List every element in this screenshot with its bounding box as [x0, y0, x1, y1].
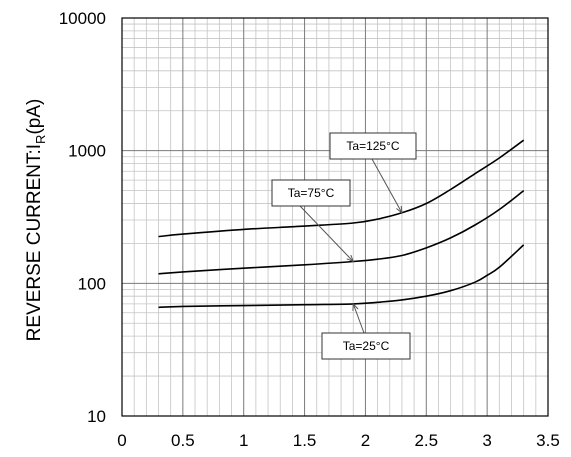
annotation-label: Ta=75°C: [288, 186, 335, 200]
annotation-label: Ta=125°C: [346, 139, 400, 153]
x-tick-label: 0: [117, 431, 126, 450]
y-tick-label: 10000: [59, 9, 106, 28]
annotation-callout: Ta=125°C: [329, 132, 417, 214]
series-line-1: [158, 139, 525, 238]
x-tick-label: 0.5: [171, 431, 195, 450]
y-axis-label-subscript: R: [33, 135, 48, 144]
y-axis-label-main: REVERSE CURRENT:I: [24, 144, 45, 341]
annotation-arrowhead: [346, 254, 355, 263]
annotation-leader-line: [371, 158, 403, 214]
annotation-arrowhead: [352, 302, 359, 311]
x-tick-labels: 0 0.5 1 1.5 2 2.5 3 3.5: [117, 431, 560, 450]
x-tick-label: 2: [361, 431, 370, 450]
x-tick-label: 3: [482, 431, 491, 450]
x-tick-label: 1.5: [293, 431, 317, 450]
annotation-callout: Ta=75°C: [271, 179, 355, 263]
annotation-leader-line: [299, 205, 354, 262]
annotation-label: Ta=25°C: [343, 339, 390, 353]
y-axis-label: REVERSE CURRENT:IR(pA): [24, 99, 48, 342]
annotation-layer: Ta=125°C Ta=75°C Ta=25°C: [271, 132, 417, 360]
series-line-3: [158, 244, 525, 309]
annotation-box: [329, 132, 417, 160]
series-line-2: [158, 189, 525, 275]
y-tick-label: 10: [87, 407, 106, 426]
plot-frame: [121, 17, 549, 417]
annotation-box: [271, 179, 351, 207]
x-tick-label: 1: [239, 431, 248, 450]
y-tick-labels: 10 100 1000 10000: [59, 9, 106, 426]
annotation-leader-line: [352, 303, 365, 334]
series-layer: [158, 139, 525, 309]
y-tick-label: 1000: [68, 142, 106, 161]
y-axis-label-unit: (pA): [24, 99, 45, 135]
y-tick-label: 100: [78, 274, 106, 293]
annotation-box: [321, 332, 411, 360]
annotation-callout: Ta=25°C: [321, 302, 411, 360]
annotation-arrowhead: [396, 205, 403, 214]
x-tick-label: 3.5: [536, 431, 560, 450]
x-tick-label: 2.5: [414, 431, 438, 450]
